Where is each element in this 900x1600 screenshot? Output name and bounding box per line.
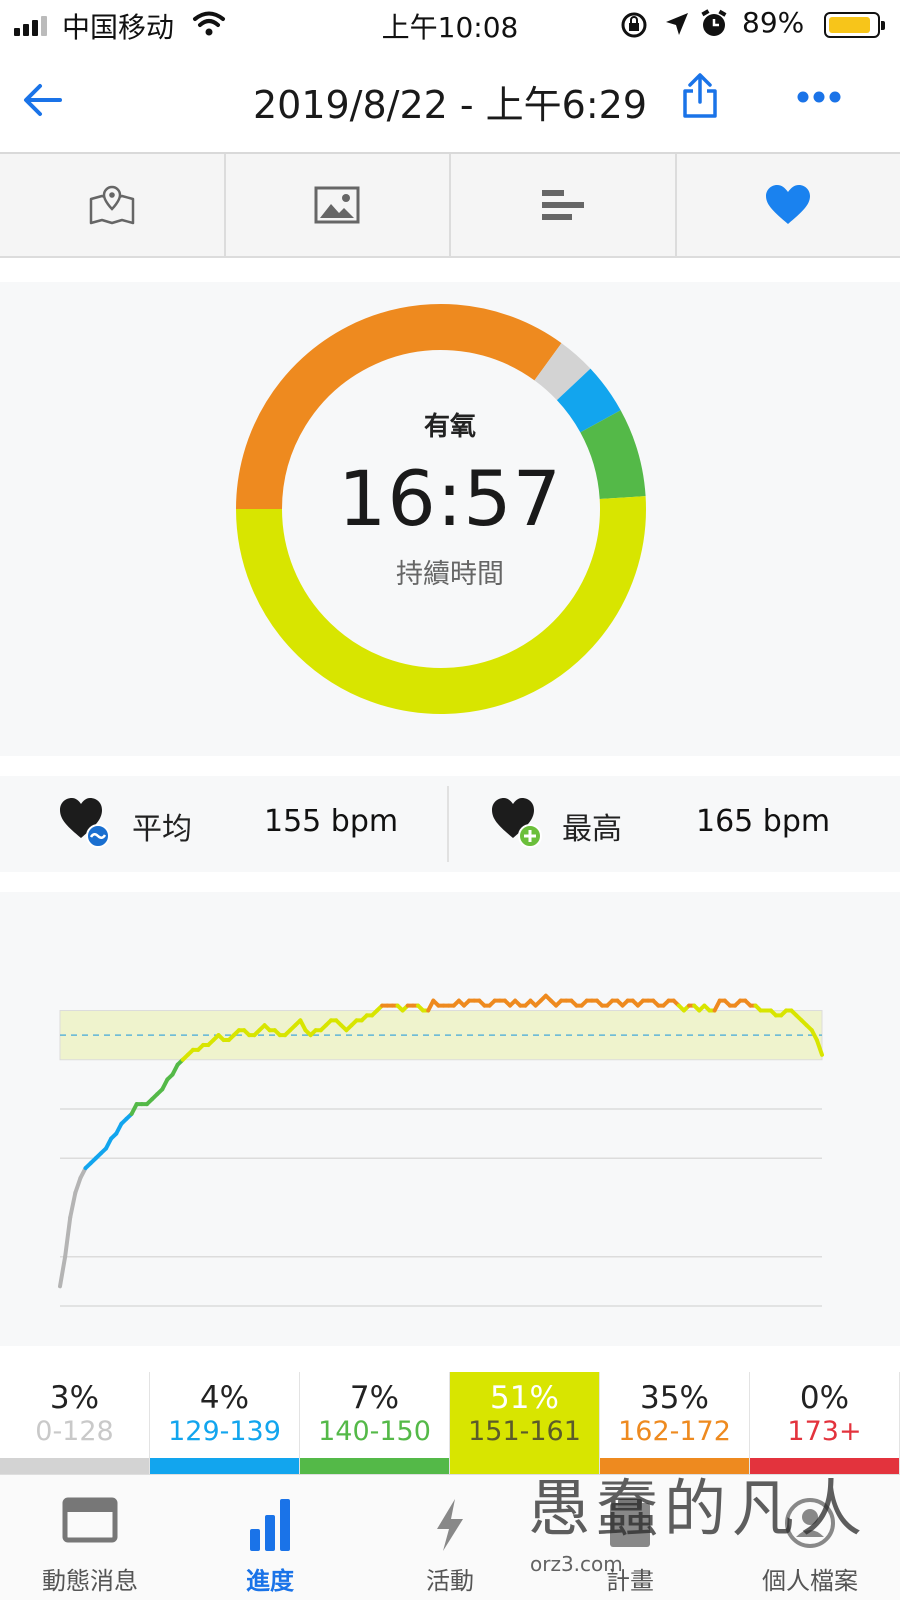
average-heart-icon <box>60 798 110 848</box>
max-label: 最高 <box>562 812 622 847</box>
heart-icon <box>766 185 811 224</box>
rotation-lock-icon <box>621 12 647 38</box>
zone-color-bar <box>300 1458 449 1474</box>
zone-ring-chart <box>236 304 646 714</box>
tab-map[interactable] <box>0 154 226 256</box>
nav-plan[interactable]: 計畫 <box>540 1475 720 1600</box>
zone-range: 0-128 <box>35 1416 114 1447</box>
zone-140-150[interactable]: 7% 140-150 <box>300 1372 450 1474</box>
ring-segment-129-139 <box>556 368 621 433</box>
share-icon[interactable] <box>680 72 720 120</box>
zone-percent: 35% <box>640 1380 709 1416</box>
max-heart-icon <box>492 798 542 848</box>
alarm-icon <box>701 9 727 36</box>
nav-progress[interactable]: 進度 <box>180 1475 360 1600</box>
profile-icon <box>785 1498 835 1548</box>
zone-162-172[interactable]: 35% 162-172 <box>600 1372 750 1474</box>
heart-rate-segment <box>68 1190 78 1220</box>
newsfeed-icon <box>62 1497 118 1543</box>
detail-tabs <box>0 154 900 258</box>
zone-129-139[interactable]: 4% 129-139 <box>150 1372 300 1474</box>
more-icon[interactable] <box>796 90 842 104</box>
zone-color-bar <box>600 1458 749 1474</box>
status-time: 上午10:08 <box>381 11 519 44</box>
ring-segment-151-161 <box>236 496 646 714</box>
average-value: 155 bpm <box>264 804 399 839</box>
stats-bars-icon <box>541 190 584 220</box>
activity-icon <box>437 1499 463 1551</box>
ring-segment-0-128 <box>534 343 591 401</box>
heart-rate-segment <box>814 1038 824 1057</box>
zone-151-161[interactable]: 51% 151-161 <box>450 1372 600 1474</box>
carrier-label: 中国移动 <box>62 11 175 44</box>
zone-range: 162-172 <box>618 1416 731 1447</box>
tab-heart-rate[interactable] <box>677 154 900 256</box>
header-bar: 2019/8/22 - 上午6:29 <box>0 50 900 154</box>
divider <box>447 786 449 862</box>
ring-segment-162-172 <box>236 304 562 510</box>
zone-percent: 7% <box>349 1380 400 1416</box>
zone-0-128[interactable]: 3% 0-128 <box>0 1372 150 1474</box>
nav-label-progress: 進度 <box>246 1567 294 1595</box>
nav-label-newsfeed: 動態消息 <box>42 1567 138 1595</box>
page-title: 2019/8/22 - 上午6:29 <box>252 83 648 127</box>
ring-segments <box>236 304 646 714</box>
nav-label-activity: 活動 <box>426 1567 474 1595</box>
map-icon <box>89 185 134 225</box>
watermark-url: orz3.com <box>530 1552 623 1576</box>
zone-color-bar <box>150 1458 299 1474</box>
watermark-text: 愚蠢的凡人 <box>528 1472 869 1545</box>
nav-activity[interactable]: 活動 <box>360 1475 540 1600</box>
heart-rate-segment <box>58 1254 68 1289</box>
zone-range: 151-161 <box>468 1416 581 1447</box>
signal-icon <box>14 14 54 36</box>
battery-icon <box>824 12 885 38</box>
photo-icon <box>314 186 360 224</box>
location-icon <box>666 13 688 35</box>
zone-percent: 4% <box>199 1380 250 1416</box>
nav-label-plan: 計畫 <box>606 1567 654 1595</box>
zone-color-bar <box>450 1458 599 1474</box>
average-label: 平均 <box>132 812 192 847</box>
zone-color-bar <box>750 1458 899 1474</box>
heart-rate-segment <box>73 1175 83 1195</box>
zone-color-bar <box>0 1458 149 1474</box>
battery-percent: 89% <box>742 6 805 39</box>
nav-newsfeed[interactable]: 動態消息 <box>0 1475 180 1600</box>
zone-range: 129-139 <box>168 1416 281 1447</box>
zone-173+[interactable]: 0% 173+ <box>750 1372 900 1474</box>
heart-rate-segment <box>63 1215 73 1259</box>
zone-percent: 51% <box>490 1380 559 1416</box>
plan-icon <box>610 1499 650 1547</box>
ring-segment-140-150 <box>580 410 646 500</box>
wifi-icon <box>193 11 225 36</box>
zone-range: 140-150 <box>318 1416 431 1447</box>
back-arrow-icon[interactable] <box>22 82 64 118</box>
zone-percent: 3% <box>49 1380 100 1416</box>
zone-range: 173+ <box>787 1416 862 1447</box>
heart-rate-line-chart <box>58 993 824 1307</box>
max-value: 165 bpm <box>696 804 831 839</box>
nav-profile[interactable]: 個人檔案 <box>720 1475 900 1600</box>
bottom-navigation: 動態消息 進度 活動 計畫 個人檔案 <box>0 1474 900 1600</box>
zone-summary-card: 有氧 16:57 持續時間 <box>0 282 900 756</box>
nav-label-profile: 個人檔案 <box>762 1567 858 1595</box>
battery-fill <box>829 17 870 33</box>
zone-label: 有氧 <box>423 412 476 442</box>
status-bar: 中国移动 上午10:08 89% <box>0 0 900 50</box>
zone-percent: 0% <box>799 1380 850 1416</box>
tab-photos[interactable] <box>226 154 451 256</box>
heart-rate-chart-card <box>0 892 900 1346</box>
zone-breakdown: 3% 0-128 4% 129-139 7% 140-150 51% 151-161 35% 16… <box>0 1372 900 1474</box>
progress-icon <box>250 1499 290 1551</box>
heart-rate-summary: 平均 155 bpm 最高 165 bpm <box>0 776 900 872</box>
tab-stats[interactable] <box>451 154 677 256</box>
duration-value: 16:57 <box>337 454 563 543</box>
duration-label: 持續時間 <box>396 559 504 590</box>
